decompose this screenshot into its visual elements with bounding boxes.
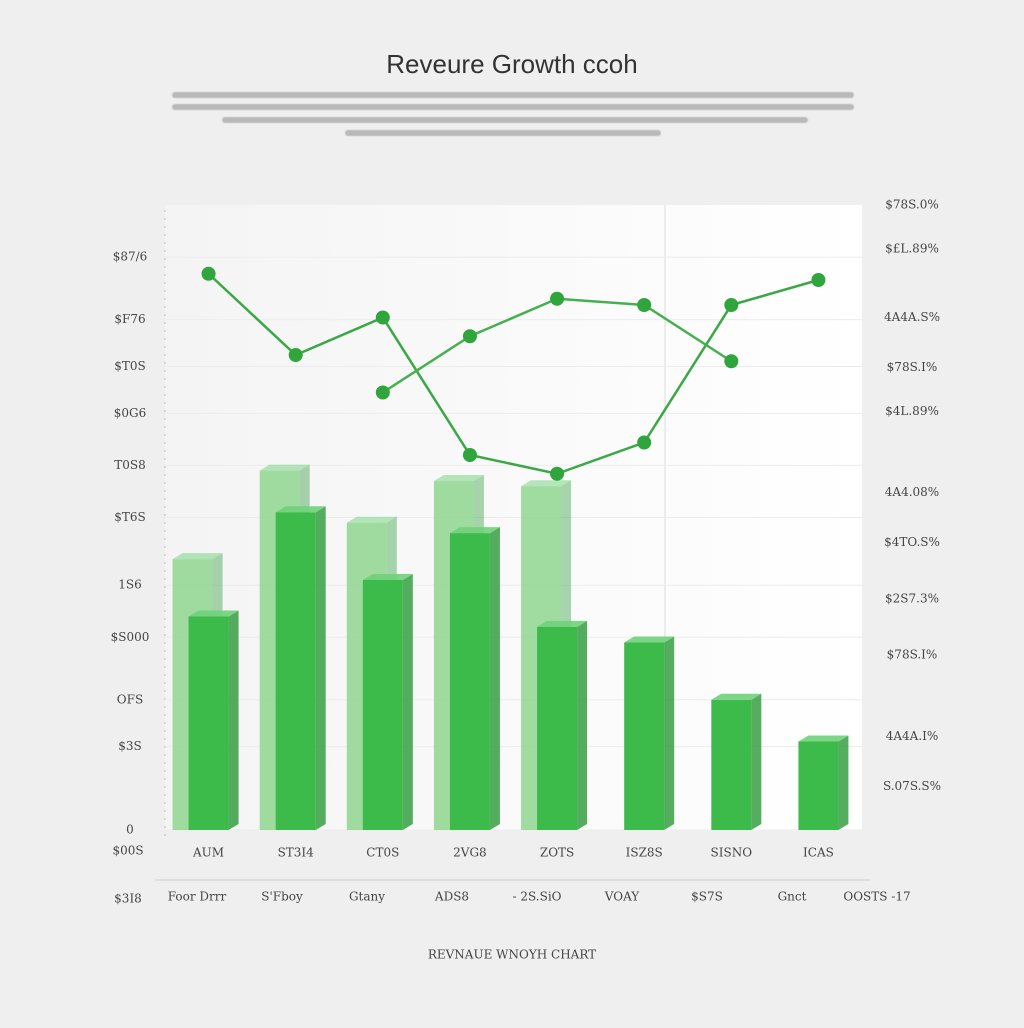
line <box>207 272 819 476</box>
line-point <box>724 298 739 312</box>
y2-tick-label: $78S.I% <box>887 360 938 374</box>
x-tick-label: ISZ8S <box>626 846 663 860</box>
bar-side <box>838 735 849 830</box>
bar-top <box>346 516 397 523</box>
x-tick-label: ST3I4 <box>278 846 315 860</box>
row-label: $00S <box>112 844 143 858</box>
y-tick-label: 1S6 <box>118 578 142 592</box>
y2-tick-label: $4TO.S% <box>884 535 940 549</box>
y2-tick-label: 4A4.08% <box>885 485 939 499</box>
bar-side <box>751 693 762 830</box>
bar <box>624 642 665 830</box>
line-point <box>462 448 477 462</box>
bar-top <box>537 620 588 627</box>
chart-title: Reveure Growth ccoh <box>386 49 637 79</box>
bar-side <box>402 574 413 830</box>
subtitle-blur <box>172 92 854 136</box>
x-tick-label: SISNO <box>711 846 753 860</box>
y-tick-label: $0G6 <box>114 406 147 420</box>
bar-top <box>275 506 326 513</box>
line-point <box>550 291 565 306</box>
x-secondary-label: S'Fboy <box>261 890 303 904</box>
x-tick-label: ZOTS <box>540 846 574 860</box>
x-secondary-label: OOSTS -17 <box>843 890 910 904</box>
y2-tick-label: 4A4A.S% <box>884 310 940 324</box>
line-point <box>811 273 826 287</box>
y-tick-label: T0S8 <box>114 458 146 472</box>
y-tick-label: 0 <box>126 823 134 837</box>
y2-tick-label: $2S7.3% <box>885 591 939 605</box>
x-secondary-label: ADS8 <box>434 890 469 904</box>
bar-side <box>315 506 326 830</box>
bar <box>798 741 839 830</box>
line-point <box>288 348 303 362</box>
bar <box>188 616 229 830</box>
x-secondary-label: VOAY <box>604 890 640 904</box>
line-point <box>462 329 477 344</box>
x-tick-label: ICAS <box>803 846 834 860</box>
bar <box>537 626 578 830</box>
y-tick-label: $F76 <box>114 312 145 326</box>
y-tick-label: $S000 <box>111 630 150 644</box>
x-secondary-label: Gtany <box>349 890 385 904</box>
y2-tick-label: 4A4A.I% <box>886 729 939 743</box>
y-tick-label: $3S <box>118 739 142 753</box>
y2-tick-label: $78S.I% <box>887 648 938 662</box>
line-point <box>375 385 390 400</box>
bar-top <box>449 527 500 534</box>
x-secondary-label: Foor Drrr <box>168 890 227 904</box>
x-secondary-label: - 2S.SiO <box>512 890 561 904</box>
bar-top <box>433 475 484 482</box>
bar-side <box>228 610 239 830</box>
bar-top <box>521 480 572 487</box>
bar-top <box>259 464 310 471</box>
bar-top <box>711 693 762 700</box>
bar-top <box>798 735 849 742</box>
y2-tick-label: $£L.89% <box>885 241 939 255</box>
y2-tick-label: $78S.0% <box>885 198 939 212</box>
bar-side <box>664 636 675 830</box>
bar-top <box>172 553 223 560</box>
bar <box>449 533 490 830</box>
x-tick-label: CT0S <box>366 846 399 860</box>
bar <box>275 512 316 830</box>
y2-tick-label: $4L.89% <box>885 404 939 418</box>
x-tick-label: AUM <box>192 846 224 860</box>
x-secondary-label: Gnct <box>778 890 807 904</box>
bar-top <box>188 610 239 617</box>
x-secondary-label: $S7S <box>691 890 723 904</box>
caption: REVNAUE WNOYH CHART <box>428 948 596 962</box>
y-tick-label: OFS <box>117 692 143 706</box>
line-point <box>550 466 565 481</box>
x-tick-label: 2VG8 <box>453 846 487 860</box>
y-tick-label: $87/6 <box>113 250 148 264</box>
bar-top <box>362 574 413 580</box>
y2-tick-label: S.07S.S% <box>883 779 941 793</box>
y-tick-label: $T0S <box>114 359 146 373</box>
line-point <box>375 310 390 325</box>
bar <box>711 699 752 830</box>
line-point <box>637 435 652 450</box>
bar <box>362 580 403 830</box>
line-point <box>201 266 216 281</box>
y-tick-label: $T6S <box>114 510 146 524</box>
bar-top <box>624 636 675 643</box>
row-label: $3I8 <box>114 892 142 906</box>
line-point <box>724 354 739 369</box>
line-point <box>637 298 652 312</box>
bar-side <box>577 620 588 830</box>
bar-side <box>489 527 500 830</box>
